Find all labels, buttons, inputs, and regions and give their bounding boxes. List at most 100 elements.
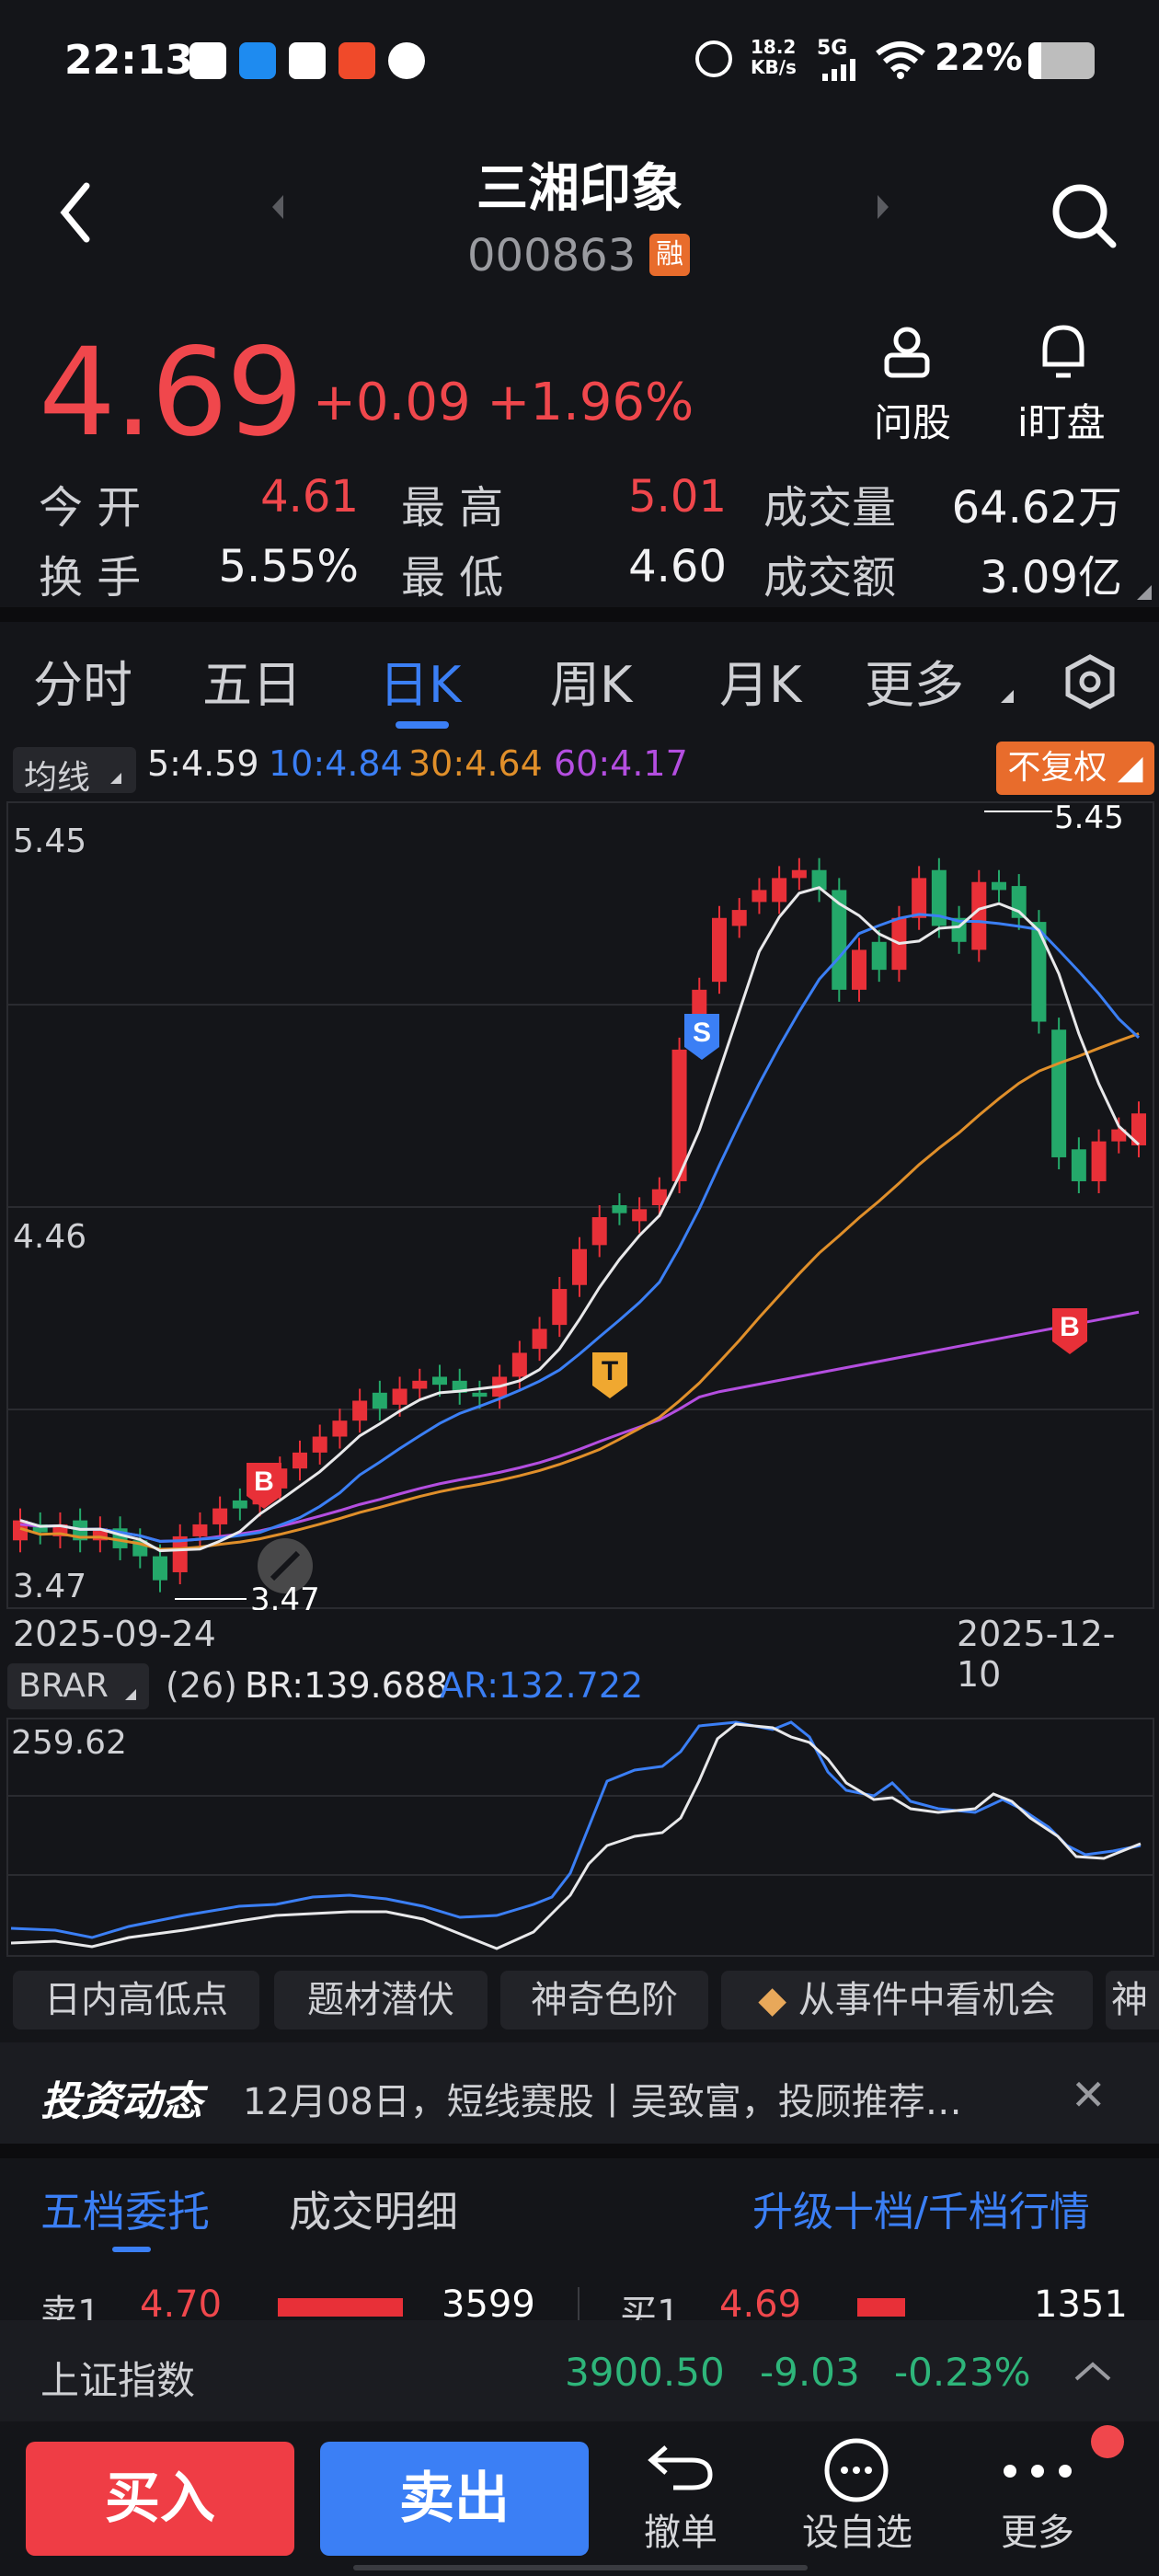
net-speed: 18.2 KB/s	[751, 36, 797, 78]
back-icon[interactable]	[57, 180, 94, 248]
expand-icon[interactable]	[1137, 585, 1152, 600]
candle-body	[1071, 1149, 1086, 1181]
cancel-order-label[interactable]: 撤单	[644, 2512, 717, 2554]
tab-order-book[interactable]: 五档委托	[40, 2187, 210, 2237]
app-icon	[388, 42, 425, 79]
low-value: 4.60	[628, 541, 727, 592]
bell-icon[interactable]	[1038, 324, 1089, 385]
ma60-value: 60:4.17	[554, 743, 688, 784]
signal-icon	[822, 59, 861, 85]
open-value: 4.61	[260, 471, 359, 523]
date-end: 2025-12-10	[957, 1614, 1116, 1695]
buy-marker-icon: B	[247, 1463, 281, 1509]
taobao-icon	[339, 42, 375, 79]
add-watchlist-label[interactable]: 设自选	[802, 2512, 912, 2554]
ma-selector[interactable]: 均线	[13, 747, 136, 797]
volume-value: 64.62万	[951, 482, 1122, 534]
add-watchlist-icon[interactable]	[822, 2436, 890, 2508]
chip-more[interactable]: 神	[1106, 1971, 1159, 2030]
br-value: BR:139.688	[245, 1665, 449, 1706]
high-value: 5.01	[628, 471, 727, 523]
chip-intraday[interactable]: 日内高低点	[13, 1971, 259, 2030]
index-bar[interactable]: 上证指数 3900.50 -9.03 -0.23%	[0, 2320, 1159, 2421]
t-marker-icon: T	[592, 1352, 627, 1398]
candle-body	[212, 1508, 228, 1524]
chip-theme[interactable]: 题材潜伏	[274, 1971, 488, 2030]
undo-icon[interactable]	[646, 2440, 716, 2495]
chart-frame	[6, 1718, 1154, 1957]
candle-body	[192, 1524, 208, 1536]
candle-body	[472, 1392, 488, 1397]
kline-chart[interactable]: B S T B 5.45 4.46 3.47 5.45 3.47	[0, 800, 1159, 1610]
brar-selector[interactable]: BRAR	[7, 1663, 149, 1709]
tab-daily-k[interactable]: 日K	[379, 656, 462, 714]
search-icon[interactable]	[1049, 180, 1119, 254]
news-text: 12月08日，短线赛股丨吴致富，投顾推荐…	[243, 2081, 962, 2123]
brar-chart[interactable]: 259.62	[0, 1717, 1159, 1958]
candle-body	[612, 1205, 627, 1213]
candle-body	[1031, 922, 1047, 1022]
brar-param: (26)	[166, 1665, 238, 1706]
app-icon	[239, 42, 276, 79]
sell-button[interactable]: 卖出	[320, 2442, 589, 2556]
sell1-label: 卖1	[40, 2293, 101, 2320]
candle-body	[811, 869, 827, 891]
buy1-volume: 1351	[1034, 2283, 1128, 2320]
chip-events-label: 从事件中看机会	[798, 1979, 1056, 2021]
tab-intraday[interactable]: 分时	[33, 656, 132, 714]
brar-label: BRAR	[18, 1667, 109, 1705]
network-type: 5G	[817, 37, 848, 60]
ma60-line	[19, 1310, 1140, 1543]
ask-stock-icon[interactable]	[879, 324, 935, 383]
status-time: 22:13	[64, 37, 194, 84]
tab-more[interactable]: 更多	[865, 656, 964, 714]
candle-body	[352, 1400, 368, 1421]
tab-trade-detail[interactable]: 成交明细	[289, 2187, 458, 2237]
date-start: 2025-09-24	[13, 1614, 216, 1654]
candle-body	[791, 869, 807, 879]
index-value: 3900.50	[565, 2350, 725, 2395]
more-label[interactable]: 更多	[1001, 2512, 1074, 2554]
divider	[0, 2144, 1159, 2158]
candle-body	[632, 1209, 648, 1222]
y-axis-mid: 4.46	[13, 1218, 86, 1256]
more-icon[interactable]	[1001, 2462, 1074, 2484]
tab-monthly-k[interactable]: 月K	[719, 656, 802, 714]
candle-body	[1131, 1113, 1146, 1145]
dropdown-icon	[1001, 690, 1014, 703]
stock-name: 三湘印象	[476, 159, 683, 219]
sell-marker-icon: S	[684, 1014, 719, 1060]
settings-icon[interactable]	[1061, 653, 1119, 714]
candle-body	[172, 1535, 188, 1572]
adjust-button[interactable]: 不复权 ◢	[996, 742, 1154, 795]
chip-color-scale[interactable]: 神奇色阶	[500, 1971, 708, 2030]
news-banner[interactable]: 投资动态 12月08日，短线赛股丨吴致富，投顾推荐… ✕	[0, 2042, 1159, 2144]
buy-button[interactable]: 买入	[26, 2442, 294, 2556]
buy1-bar	[857, 2298, 905, 2317]
candle-body	[591, 1217, 607, 1246]
candle-body	[32, 1524, 48, 1533]
next-stock-icon[interactable]	[874, 193, 892, 224]
candle-body	[772, 878, 787, 903]
tab-five-day[interactable]: 五日	[202, 656, 302, 714]
candle-body	[392, 1388, 407, 1405]
low-mark-label: 3.47	[250, 1581, 320, 1610]
alarm-icon	[695, 40, 732, 77]
close-icon[interactable]: ✕	[1071, 2070, 1107, 2120]
ma5-value: 5:4.59	[147, 743, 259, 784]
candle-body	[532, 1328, 547, 1350]
ma10-value: 10:4.84	[269, 743, 403, 784]
chip-events[interactable]: ◆ 从事件中看机会	[721, 1971, 1093, 2030]
sell1-bar	[278, 2298, 403, 2317]
watch-label[interactable]: i盯盘	[1017, 400, 1106, 445]
status-bar: 22:13 18.2 KB/s 5G 22%	[0, 0, 1159, 129]
stock-code: 000863	[467, 230, 637, 282]
upgrade-link[interactable]: 升级十档/千档行情	[752, 2189, 1090, 2236]
dropdown-icon	[110, 773, 121, 784]
ask-stock-label[interactable]: 问股	[874, 400, 952, 445]
buy-marker-icon: B	[1052, 1308, 1087, 1354]
tab-weekly-k[interactable]: 周K	[550, 656, 633, 714]
ar-line	[10, 1720, 1142, 1939]
candle-body	[1111, 1129, 1127, 1142]
prev-stock-icon[interactable]	[269, 193, 287, 224]
